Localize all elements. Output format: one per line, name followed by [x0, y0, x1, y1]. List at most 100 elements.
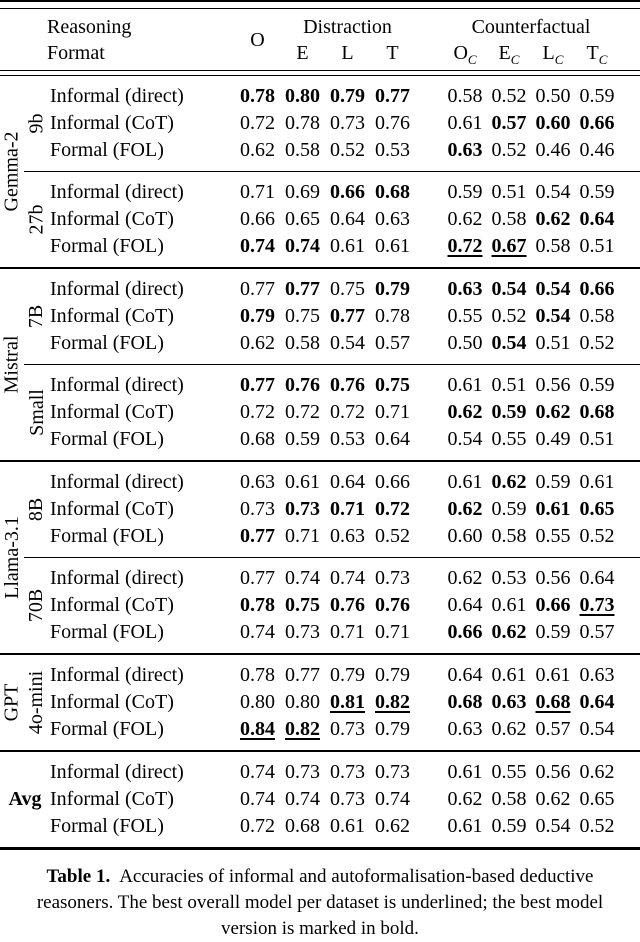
- accuracy-cell: 0.78: [285, 112, 320, 134]
- accuracy-cell: 0.78: [240, 594, 275, 616]
- accuracy-cell: 0.71: [285, 525, 320, 547]
- subgroup-27b: 27b Informal (direct) 0.71 0.69 0.66 0.68 0.59…: [24, 171, 640, 267]
- accuracy-cell: 0.68: [579, 401, 615, 423]
- accuracy-cell: 0.59: [535, 621, 571, 643]
- accuracy-cell: 0.60: [447, 525, 483, 547]
- accuracy-cell: 0.72: [330, 401, 365, 423]
- column-gap: [415, 496, 443, 523]
- format-label: Informal (CoT): [50, 305, 174, 327]
- accuracy-cell: 0.75: [330, 278, 365, 300]
- table-row: Informal (CoT) 0.79 0.75 0.77 0.78 0.55 0.52 0.…: [50, 303, 640, 330]
- accuracy-cell: 0.73: [285, 498, 320, 520]
- table-bottom-rule: [0, 847, 640, 850]
- accuracy-cell: 0.79: [375, 664, 410, 686]
- column-gap: [415, 303, 443, 330]
- table-row: Informal (direct) 0.74 0.73 0.73 0.73 0.61 0.5…: [50, 759, 640, 786]
- accuracy-cell: 0.66: [240, 208, 275, 230]
- table-body: Gemma-2 9b Informal (direct) 0.78 0.80 0.79 0.…: [0, 76, 640, 847]
- accuracy-cell: 0.52: [579, 332, 615, 354]
- accuracy-cell: 0.51: [491, 374, 527, 396]
- accuracy-cell: 0.76: [375, 112, 410, 134]
- column-gap: [415, 689, 443, 716]
- subgroup-rows: Informal (direct) 0.71 0.69 0.66 0.68 0.59 0.5…: [50, 179, 640, 260]
- header-group-distraction: Distraction: [303, 16, 392, 38]
- accuracy-cell: 0.66: [447, 621, 483, 643]
- table-row: Informal (CoT) 0.66 0.65 0.64 0.63 0.62 0.58 0.…: [50, 206, 640, 233]
- accuracy-cell: 0.64: [447, 664, 483, 686]
- accuracy-cell: 0.62: [447, 401, 483, 423]
- accuracy-cell: 0.80: [285, 691, 320, 713]
- accuracy-cell: 0.61: [579, 471, 615, 493]
- accuracy-cell: 0.52: [579, 815, 615, 837]
- accuracy-cell: 0.58: [491, 208, 527, 230]
- accuracy-cell: 0.77: [240, 278, 275, 300]
- accuracy-cell: 0.73: [285, 621, 320, 643]
- accuracy-cell: 0.58: [491, 525, 527, 547]
- accuracy-cell: 0.72: [240, 815, 275, 837]
- subgroup-label: 7B: [24, 276, 50, 357]
- subgroup-label: 4o-mini: [24, 662, 50, 743]
- accuracy-cell: 0.62: [491, 471, 527, 493]
- column-gap: [415, 233, 443, 260]
- accuracy-cell: 0.62: [579, 761, 615, 783]
- column-gap: [415, 206, 443, 233]
- accuracy-cell: 0.49: [535, 428, 571, 450]
- table-row: Informal (direct) 0.77 0.77 0.75 0.79 0.63 0.5…: [50, 276, 640, 303]
- header-col-t: T: [386, 42, 399, 64]
- accuracy-cell: 0.78: [375, 305, 410, 327]
- accuracy-cell: 0.54: [535, 305, 571, 327]
- accuracy-cell: 0.73: [330, 112, 365, 134]
- family-subgroups: 4o-mini Informal (direct) 0.78 0.77 0.79 0.79…: [24, 655, 640, 750]
- accuracy-cell: 0.59: [579, 374, 615, 396]
- table-top-rule: [0, 0, 640, 9]
- accuracy-cell: 0.62: [447, 208, 483, 230]
- table-row: Informal (direct) 0.78 0.80 0.79 0.77 0.58 0.5…: [50, 83, 640, 110]
- accuracy-cell: 0.63: [330, 525, 365, 547]
- family-label: Gemma-2: [0, 76, 24, 267]
- format-label: Informal (CoT): [50, 498, 174, 520]
- table-row: Informal (CoT) 0.74 0.74 0.73 0.74 0.62 0.58 0.…: [50, 786, 640, 813]
- accuracy-cell: 0.73: [375, 761, 410, 783]
- accuracy-cell: 0.61: [447, 471, 483, 493]
- caption-text: Accuracies of informal and autoformalisa…: [36, 866, 604, 939]
- accuracy-cell: 0.72: [240, 401, 275, 423]
- accuracy-cell: 0.46: [535, 139, 571, 161]
- accuracy-cell: 0.62: [535, 788, 571, 810]
- column-gap: [415, 330, 443, 357]
- table-caption: Table 1. Accuracies of informal and autof…: [14, 864, 626, 942]
- accuracy-cell: 0.62: [240, 332, 275, 354]
- accuracy-cell: 0.72: [375, 498, 410, 520]
- accuracy-cell: 0.73: [375, 567, 410, 589]
- accuracy-cell: 0.61: [535, 664, 571, 686]
- header-col-e-c: EC: [498, 42, 520, 67]
- family-label: Avg: [0, 752, 50, 847]
- accuracy-cell: 0.58: [447, 85, 483, 107]
- accuracy-cell: 0.79: [330, 664, 365, 686]
- subgroup-label: Small: [24, 372, 50, 453]
- accuracy-cell: 0.62: [447, 567, 483, 589]
- subgroup-70b: 70B Informal (direct) 0.77 0.74 0.74 0.73 0.62…: [24, 557, 640, 653]
- accuracy-cell: 0.61: [447, 374, 483, 396]
- accuracy-cell: 0.59: [579, 85, 615, 107]
- table-row: Informal (CoT) 0.73 0.73 0.71 0.72 0.62 0.59 0.…: [50, 496, 640, 523]
- accuracy-cell: 0.79: [375, 718, 410, 740]
- subscript-c: C: [598, 52, 608, 67]
- header-format-line: Format: [47, 42, 105, 64]
- accuracy-cell: 0.71: [240, 181, 275, 203]
- subgroup-rows: Informal (direct) 0.78 0.77 0.79 0.79 0.64 0.6…: [50, 662, 640, 743]
- table-row: Informal (direct) 0.78 0.77 0.79 0.79 0.64 0.6…: [50, 662, 640, 689]
- accuracy-cell: 0.58: [285, 332, 320, 354]
- accuracy-cell: 0.54: [330, 332, 365, 354]
- family-label-text: Llama-3.1: [0, 516, 23, 599]
- accuracy-cell: 0.84: [240, 718, 275, 740]
- accuracy-cell: 0.59: [491, 401, 527, 423]
- accuracy-cell: 0.71: [330, 621, 365, 643]
- accuracy-cell: 0.58: [491, 788, 527, 810]
- accuracy-cell: 0.73: [330, 718, 365, 740]
- table-row: Formal (FOL) 0.77 0.71 0.63 0.52 0.60 0.58 0.55…: [50, 523, 640, 550]
- subscript-c: C: [510, 52, 520, 67]
- format-label: Informal (direct): [50, 471, 184, 493]
- table-row: Informal (direct) 0.63 0.61 0.64 0.66 0.61 0.6…: [50, 469, 640, 496]
- family-subgroups: 9b Informal (direct) 0.78 0.80 0.79 0.77 0.58 0…: [24, 76, 640, 267]
